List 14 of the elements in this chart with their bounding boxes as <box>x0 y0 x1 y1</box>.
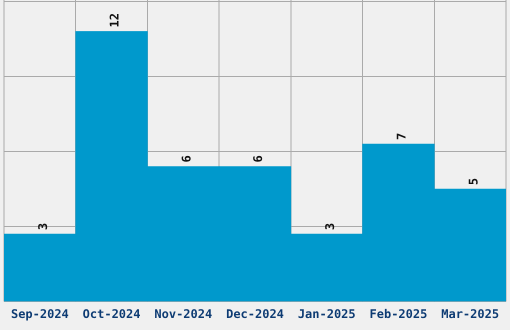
data-label: 3 <box>322 222 337 230</box>
data-label: 5 <box>466 178 480 186</box>
data-label: 3 <box>36 222 50 230</box>
x-tick-label: Nov-2024 <box>154 306 212 321</box>
x-tick-label: Mar-2025 <box>441 306 500 321</box>
x-tick-label: Sep-2024 <box>10 306 69 321</box>
data-label: 6 <box>251 155 266 163</box>
x-tick-label: Feb-2025 <box>370 306 428 321</box>
data-label: 7 <box>394 132 409 140</box>
x-tick-label: Dec-2024 <box>226 306 284 321</box>
data-label: 6 <box>179 155 194 163</box>
x-tick-label: Oct-2024 <box>82 306 140 321</box>
data-label: 12 <box>108 13 122 28</box>
x-tick-label: Jan-2025 <box>298 306 356 321</box>
